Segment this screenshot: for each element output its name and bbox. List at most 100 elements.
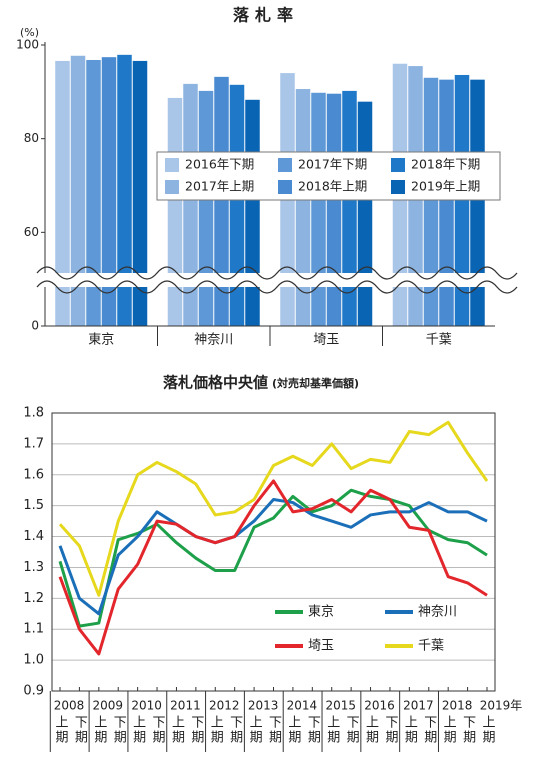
x-tick-label: 上期 — [247, 715, 263, 745]
y-tick-label: 1.3 — [23, 560, 44, 575]
x-tick-label: 上期 — [363, 715, 379, 745]
year-label: 2018 — [442, 699, 473, 713]
y-tick-label: 60 — [24, 225, 39, 239]
legend-swatch — [391, 180, 405, 194]
bar — [70, 55, 86, 326]
x-tick-label: 下期 — [460, 715, 476, 745]
year-label: 2011 — [170, 699, 201, 713]
x-tick-label: 下期 — [227, 715, 243, 745]
bar — [295, 89, 311, 326]
line-chart-subtitle: (対売却基準価額) — [272, 376, 359, 390]
year-label: 2019年 — [480, 699, 523, 713]
axis-break-line — [36, 280, 518, 294]
legend-box — [156, 151, 501, 201]
y-tick-label: 80 — [24, 131, 39, 145]
x-tick-label: 上期 — [91, 715, 107, 745]
x-tick-label: 千葉 — [426, 333, 452, 348]
year-label: 2016 — [364, 699, 395, 713]
y-tick-label: 1.5 — [23, 498, 44, 513]
legend-label: 2018年下期 — [411, 157, 480, 172]
x-tick-label: 上期 — [53, 715, 69, 745]
year-label: 2009 — [93, 699, 124, 713]
bar — [470, 79, 485, 326]
x-tick-label: 下期 — [305, 715, 321, 745]
legend-swatch — [278, 180, 292, 194]
legend-label: 2019年上期 — [411, 179, 480, 194]
x-tick-label: 神奈川 — [194, 333, 233, 348]
year-label: 2013 — [248, 699, 279, 713]
x-tick-label: 上期 — [169, 715, 185, 745]
x-tick-label: 下期 — [344, 715, 360, 745]
legend-swatch — [165, 158, 179, 172]
bar — [439, 79, 454, 326]
y-tick-label: 1.2 — [23, 591, 44, 606]
bar — [326, 93, 342, 326]
bar — [132, 60, 148, 326]
legend-swatch — [165, 180, 179, 194]
line — [58, 420, 489, 597]
bar — [86, 59, 101, 327]
x-tick-label: 上期 — [441, 715, 457, 745]
line — [58, 488, 488, 628]
year-label: 2012 — [209, 699, 240, 713]
bar — [198, 90, 214, 326]
x-tick-label: 下期 — [111, 715, 127, 745]
legend-label: 埼玉 — [308, 639, 334, 654]
x-tick-label: 上期 — [130, 715, 146, 745]
x-tick-label: 東京 — [88, 332, 114, 348]
y-tick-label: 1.1 — [23, 622, 44, 637]
bar — [101, 57, 117, 326]
bar — [183, 83, 198, 326]
x-tick-label: 下期 — [188, 715, 204, 745]
y-tick-label: 1.7 — [23, 436, 44, 451]
bar — [342, 90, 357, 326]
x-tick-label: 下期 — [266, 715, 282, 745]
legend-swatch — [391, 158, 405, 172]
axis-break-line — [36, 266, 518, 280]
x-tick-label: 下期 — [72, 715, 88, 745]
line — [58, 479, 488, 656]
legend-label: 千葉 — [418, 639, 444, 654]
line-chart-title: 落札価格中央値 — [163, 374, 268, 392]
bar — [55, 60, 70, 326]
legend-label: 2017年下期 — [298, 157, 367, 172]
legend-label: 神奈川 — [418, 605, 457, 620]
y-tick-label: 0.9 — [23, 684, 44, 699]
year-label: 2010 — [131, 699, 162, 713]
legend-label: 2016年下期 — [185, 157, 254, 172]
bar — [117, 54, 132, 327]
y-axis-label: (%) — [20, 26, 39, 39]
legend-swatch — [278, 158, 292, 172]
x-tick-label: 下期 — [421, 715, 437, 745]
x-tick-label: 上期 — [402, 715, 418, 745]
y-tick-label: 100 — [16, 38, 39, 52]
bar — [423, 77, 439, 327]
legend-label: 2018年上期 — [298, 179, 367, 194]
x-tick-label: 上期 — [208, 715, 224, 745]
x-tick-label: 下期 — [150, 715, 166, 745]
x-tick-label: 埼玉 — [313, 333, 339, 348]
year-label: 2015 — [325, 699, 356, 713]
year-label: 2017 — [403, 699, 434, 713]
y-tick-label: 1.6 — [23, 467, 44, 482]
bar — [167, 97, 183, 327]
legend-label: 東京 — [308, 604, 334, 620]
x-tick-label: 下期 — [382, 715, 398, 745]
bar — [214, 76, 229, 326]
x-tick-label: 上期 — [285, 715, 301, 745]
bar — [245, 99, 260, 326]
x-tick-label: 上期 — [480, 715, 496, 745]
legend-label: 2017年上期 — [185, 179, 254, 194]
line — [58, 497, 488, 616]
x-tick-label: 上期 — [324, 715, 340, 745]
y-tick-label: 1.4 — [23, 529, 44, 544]
y-tick-label: 1.8 — [23, 406, 44, 421]
bar-chart-title: 落札率 — [233, 6, 299, 25]
year-label: 2014 — [287, 699, 318, 713]
year-label: 2008 — [54, 699, 85, 713]
axis-break-band — [37, 273, 507, 287]
bar — [229, 84, 245, 326]
y-tick-label: 1.0 — [23, 653, 44, 668]
y-tick-label: 0 — [31, 319, 39, 333]
bar — [357, 101, 373, 326]
